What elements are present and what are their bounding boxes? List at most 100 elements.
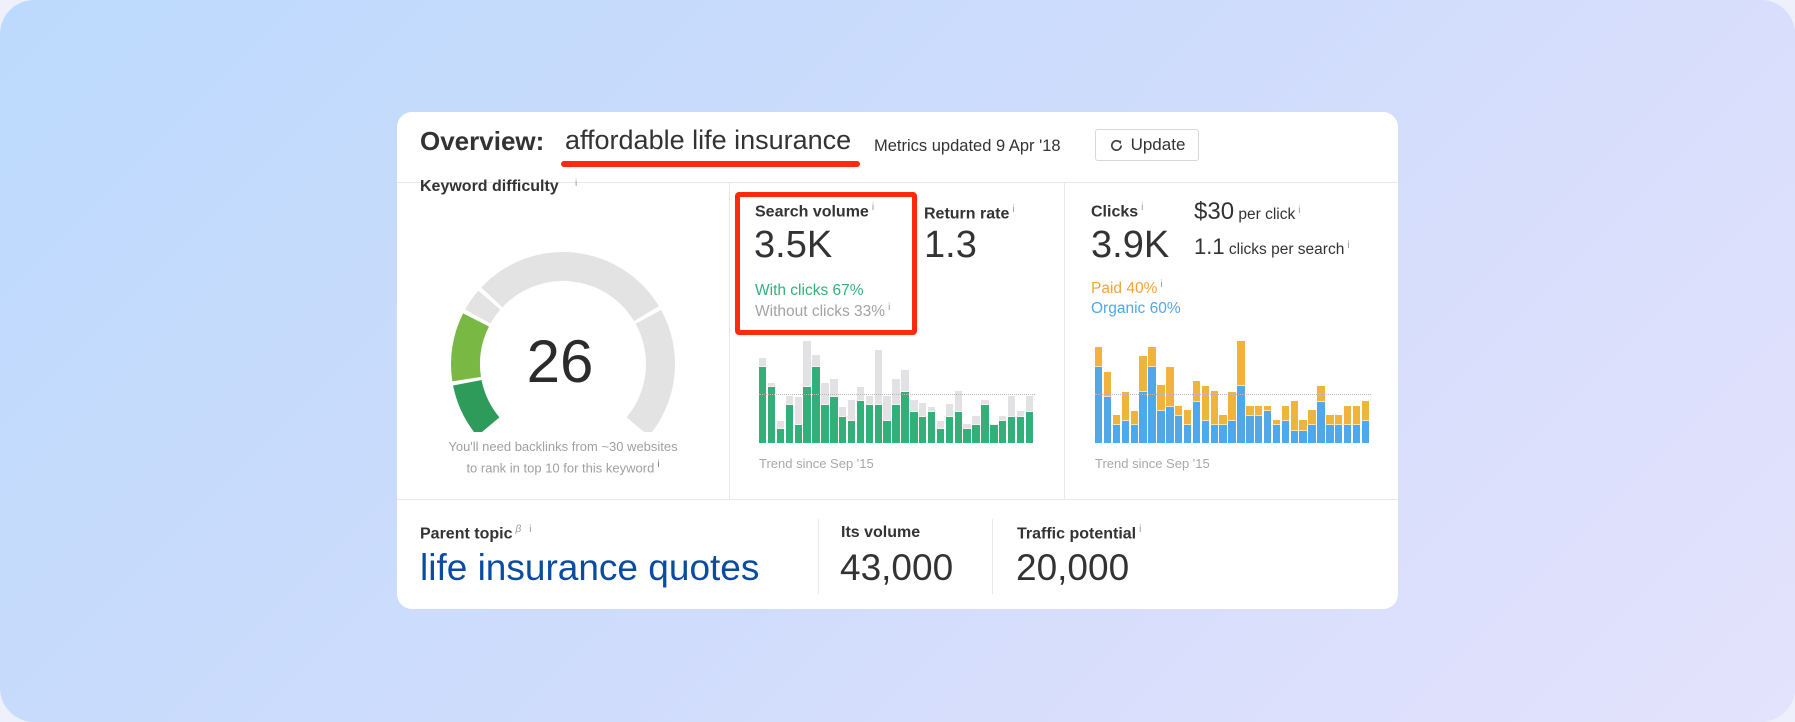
- chart-bar: [954, 390, 962, 443]
- cps-label: clicks per search: [1228, 241, 1345, 258]
- search-volume-highlight-box: [735, 192, 917, 335]
- row-divider: [397, 499, 1398, 500]
- chart-bar: [945, 403, 954, 443]
- chart-bar: [1219, 414, 1227, 443]
- chart-bar: [927, 406, 936, 443]
- chart-bar: [1361, 400, 1370, 443]
- chart-bar: [1228, 391, 1236, 443]
- difficulty-gauge: [451, 252, 675, 432]
- overview-header: Overview: affordable life insurance Metr…: [397, 112, 1398, 183]
- chart-bar: [910, 399, 918, 443]
- chart-bar: [1095, 347, 1103, 443]
- chart-bar: [1299, 419, 1307, 443]
- update-button[interactable]: Update: [1095, 129, 1199, 161]
- traffic-potential-label: Traffic potential i: [1017, 524, 1142, 543]
- chart-bar: [1308, 409, 1316, 443]
- return-rate-value: 1.3: [924, 224, 977, 266]
- chart-bar: [865, 395, 874, 443]
- chart-bar: [1343, 405, 1352, 443]
- chart-bar: [1112, 414, 1121, 443]
- chart-bar: [794, 396, 802, 443]
- search-volume-value: 3.5K: [754, 224, 833, 266]
- search-volume-label: Search volume i: [755, 202, 875, 221]
- chart-bar: [803, 341, 811, 443]
- chart-bar: [1246, 405, 1254, 443]
- chart-bar: [1335, 414, 1343, 443]
- info-icon[interactable]: i: [888, 302, 891, 313]
- info-icon[interactable]: i: [1139, 524, 1142, 535]
- chart-bar: [972, 415, 980, 443]
- info-icon[interactable]: i: [657, 459, 660, 470]
- info-icon[interactable]: i: [1160, 279, 1163, 290]
- average-line: [1095, 394, 1371, 395]
- chart-bar: [821, 383, 829, 443]
- chart-bar: [874, 350, 882, 443]
- info-icon[interactable]: i: [575, 178, 578, 189]
- chart-bar: [936, 420, 945, 443]
- overview-title: Overview:: [420, 126, 545, 156]
- chart-bar: [785, 395, 794, 443]
- column-divider: [818, 519, 819, 594]
- chart-bar: [1183, 409, 1192, 443]
- chart-bar: [1326, 414, 1334, 443]
- average-line: [759, 394, 1035, 395]
- parent-topic-link[interactable]: life insurance quotes: [420, 547, 760, 588]
- chart-bar: [830, 379, 838, 443]
- chart-bar: [1290, 400, 1298, 443]
- refresh-icon: [1110, 139, 1122, 151]
- chart-bar: [1103, 372, 1112, 443]
- chart-bar: [1281, 405, 1290, 443]
- paid-clicks-text: Paid 40% i: [1091, 279, 1163, 298]
- clicks-label: Clicks i: [1091, 202, 1144, 221]
- chart-bar: [1237, 341, 1245, 443]
- chart-bar: [1007, 395, 1016, 443]
- chart-bar: [1121, 391, 1130, 443]
- chart-bar: [847, 399, 856, 443]
- search-volume-trend-label: Trend since Sep '15: [759, 456, 874, 471]
- with-clicks-text: With clicks 67%: [755, 282, 864, 299]
- parent-topic-label: Parent topic β i: [420, 524, 532, 543]
- chart-bar: [999, 415, 1007, 443]
- info-icon[interactable]: i: [529, 524, 532, 535]
- keyword-text: affordable life insurance: [565, 125, 852, 155]
- info-icon[interactable]: i: [1012, 204, 1015, 215]
- keyword-difficulty-value: 26: [526, 328, 594, 395]
- chart-bar: [1130, 410, 1138, 443]
- clicks-value: 3.9K: [1091, 224, 1170, 266]
- clicks-trend-label: Trend since Sep '15: [1095, 456, 1210, 471]
- clicks-per-search: 1.1 clicks per search i: [1194, 234, 1350, 260]
- info-icon[interactable]: i: [1141, 202, 1144, 213]
- cps-value: 1.1: [1194, 234, 1225, 259]
- chart-bar: [1166, 367, 1174, 443]
- info-icon[interactable]: i: [1347, 239, 1350, 251]
- chart-bar: [919, 402, 927, 443]
- without-clicks-text: Without clicks 33% i: [755, 302, 891, 321]
- keyword-difficulty-label: Keyword difficulty: [420, 178, 559, 195]
- chart-bar: [1139, 356, 1147, 443]
- update-button-label: Update: [1130, 135, 1186, 154]
- note-line: to rank in top 10 for this keyword i: [466, 459, 660, 476]
- chart-bar: [1210, 390, 1218, 443]
- metrics-updated-text: Metrics updated 9 Apr '18: [874, 137, 1061, 155]
- search-volume-trend-chart: [759, 341, 1035, 443]
- chart-bar: [1175, 405, 1183, 443]
- clicks-trend-chart: [1095, 341, 1371, 443]
- traffic-potential-value: 20,000: [1016, 547, 1130, 588]
- chart-bar: [901, 370, 909, 443]
- beta-badge: β: [515, 524, 522, 535]
- column-divider: [1064, 182, 1065, 499]
- return-rate-label: Return rate i: [924, 204, 1015, 223]
- chart-bar: [1192, 381, 1201, 443]
- info-icon[interactable]: i: [871, 202, 875, 213]
- chart-bar: [759, 358, 767, 443]
- info-icon[interactable]: i: [1298, 204, 1301, 216]
- keyword-difficulty-note: You'll need backlinks from ~30 websites …: [397, 438, 729, 477]
- chart-bar: [1352, 405, 1361, 443]
- chart-bar: [1255, 405, 1263, 443]
- column-divider: [992, 519, 993, 594]
- its-volume-label: Its volume: [841, 524, 921, 541]
- chart-bar: [1263, 405, 1272, 443]
- cpc-value: $30: [1194, 198, 1235, 225]
- chart-bar: [990, 423, 998, 443]
- keyword-overview-card: Overview: affordable life insurance Metr…: [397, 112, 1398, 609]
